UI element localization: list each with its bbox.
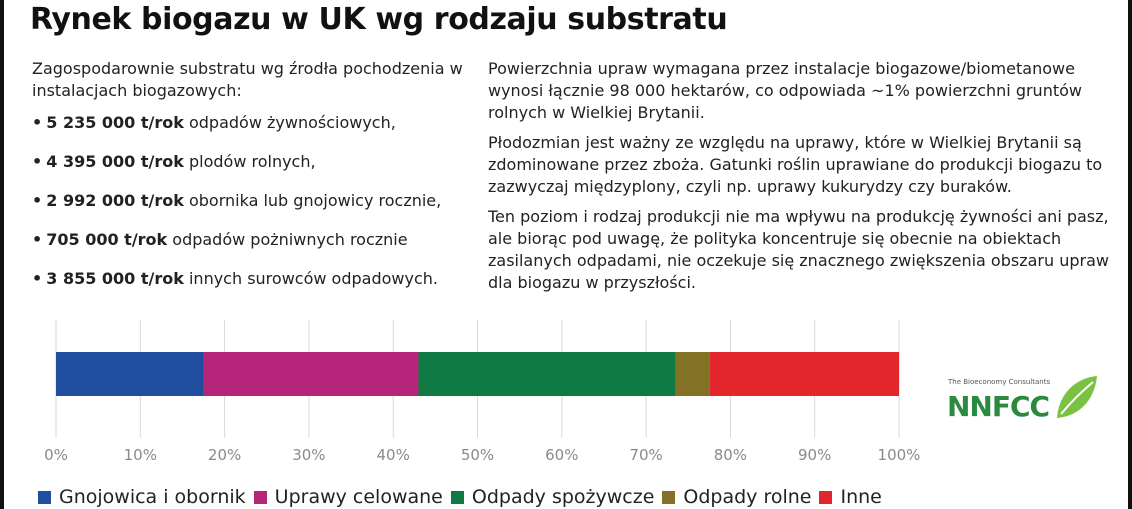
legend-label: Inne bbox=[840, 486, 882, 508]
x-tick-label: 10% bbox=[124, 446, 157, 464]
x-tick-label: 0% bbox=[44, 446, 68, 464]
item-text: plodów rolnych, bbox=[183, 152, 316, 171]
legend-swatch bbox=[819, 490, 833, 504]
bullet-icon: • bbox=[32, 230, 43, 249]
bar-segment bbox=[203, 352, 419, 396]
legend-item: Gnojowica i obornik bbox=[38, 486, 246, 508]
x-tick-label: 20% bbox=[208, 446, 241, 464]
x-tick-label: 50% bbox=[461, 446, 494, 464]
legend-label: Uprawy celowane bbox=[274, 486, 443, 508]
list-item: • 5 235 000 t/rok odpadów żywnościowych, bbox=[32, 112, 472, 134]
legend-item: Inne bbox=[819, 486, 882, 508]
x-tick-label: 70% bbox=[629, 446, 662, 464]
bar-segment bbox=[675, 352, 710, 396]
legend-label: Odpady spożywcze bbox=[471, 486, 655, 508]
bullet-icon: • bbox=[32, 113, 43, 132]
item-text: obornika lub gnojowicy rocznie, bbox=[183, 191, 442, 210]
legend-label: Gnojowica i obornik bbox=[59, 486, 246, 508]
amount: 4 395 000 t/rok bbox=[46, 152, 184, 171]
paragraph-crop-area: Powierzchnia upraw wymagana przez instal… bbox=[488, 59, 1082, 122]
bullet-icon: • bbox=[32, 191, 43, 210]
x-tick-label: 30% bbox=[292, 446, 325, 464]
item-text: odpadów żywnościowych, bbox=[183, 113, 396, 132]
logo-brand: NNFCC bbox=[947, 390, 1050, 423]
amount: 2 992 000 t/rok bbox=[46, 191, 184, 210]
amount: 5 235 000 t/rok bbox=[46, 113, 184, 132]
x-tick-label: 40% bbox=[377, 446, 410, 464]
crop-area-text: Powierzchnia upraw wymagana przez instal… bbox=[488, 58, 1118, 302]
legend-label: Odpady rolne bbox=[683, 486, 812, 508]
paragraph-policy: Ten poziom i rodzaj produkcji nie ma wpł… bbox=[488, 207, 1109, 292]
legend-item: Odpady rolne bbox=[662, 486, 811, 508]
legend-item: Odpady spożywcze bbox=[450, 486, 655, 508]
bar-segment bbox=[418, 352, 676, 396]
paragraph-crop-rotation: Płodozmian jest ważny ze względu na upra… bbox=[488, 133, 1103, 196]
x-tick-label: 60% bbox=[545, 446, 578, 464]
item-text: innych surowców odpadowych. bbox=[183, 269, 438, 288]
bullet-icon: • bbox=[32, 152, 43, 171]
bar-segment bbox=[56, 352, 204, 396]
legend-swatch bbox=[38, 490, 51, 504]
amount: 705 000 t/rok bbox=[46, 230, 168, 249]
stacked-bar-chart: 0% 10% 20% 30% 40% 50% 60% 70% 80% 90% 100% bbox=[44, 320, 921, 464]
substrate-list: • 5 235 000 t/rok odpadów żywnościowych, … bbox=[32, 112, 472, 290]
list-item: • 3 855 000 t/rok innych surowców odpadow… bbox=[32, 268, 472, 290]
legend-swatch bbox=[253, 490, 267, 504]
chart-legend: Gnojowica i obornik Uprawy celowane Odpady… bbox=[38, 486, 890, 508]
bullet-icon: • bbox=[32, 269, 43, 288]
x-tick-label: 80% bbox=[714, 446, 747, 464]
x-tick-label: 100% bbox=[878, 446, 921, 464]
page-title: Rynek biogazu w UK wg rodzaju substratu bbox=[30, 2, 728, 37]
legend-item: Uprawy celowane bbox=[253, 486, 443, 508]
item-text: odpadów pożniwnych rocznie bbox=[167, 230, 408, 249]
list-item: • 4 395 000 t/rok plodów rolnych, bbox=[32, 151, 472, 173]
list-item: • 2 992 000 t/rok obornika lub gnojowicy … bbox=[32, 190, 472, 212]
substrate-summary: Zagospodarownie substratu wg źrodła poch… bbox=[32, 58, 472, 307]
intro-text: Zagospodarownie substratu wg źrodła poch… bbox=[32, 59, 463, 100]
x-tick-label: 90% bbox=[798, 446, 831, 464]
amount: 3 855 000 t/rok bbox=[46, 269, 184, 288]
legend-swatch bbox=[662, 490, 676, 504]
leaf-icon bbox=[1057, 376, 1097, 418]
nnfcc-logo: The Bioeconomy Consultants NNFCC bbox=[945, 368, 1105, 428]
logo-tagline: The Bioeconomy Consultants bbox=[948, 378, 1051, 386]
legend-swatch bbox=[450, 490, 464, 504]
list-item: • 705 000 t/rok odpadów pożniwnych roczni… bbox=[32, 229, 472, 251]
bar-segment bbox=[709, 352, 899, 396]
